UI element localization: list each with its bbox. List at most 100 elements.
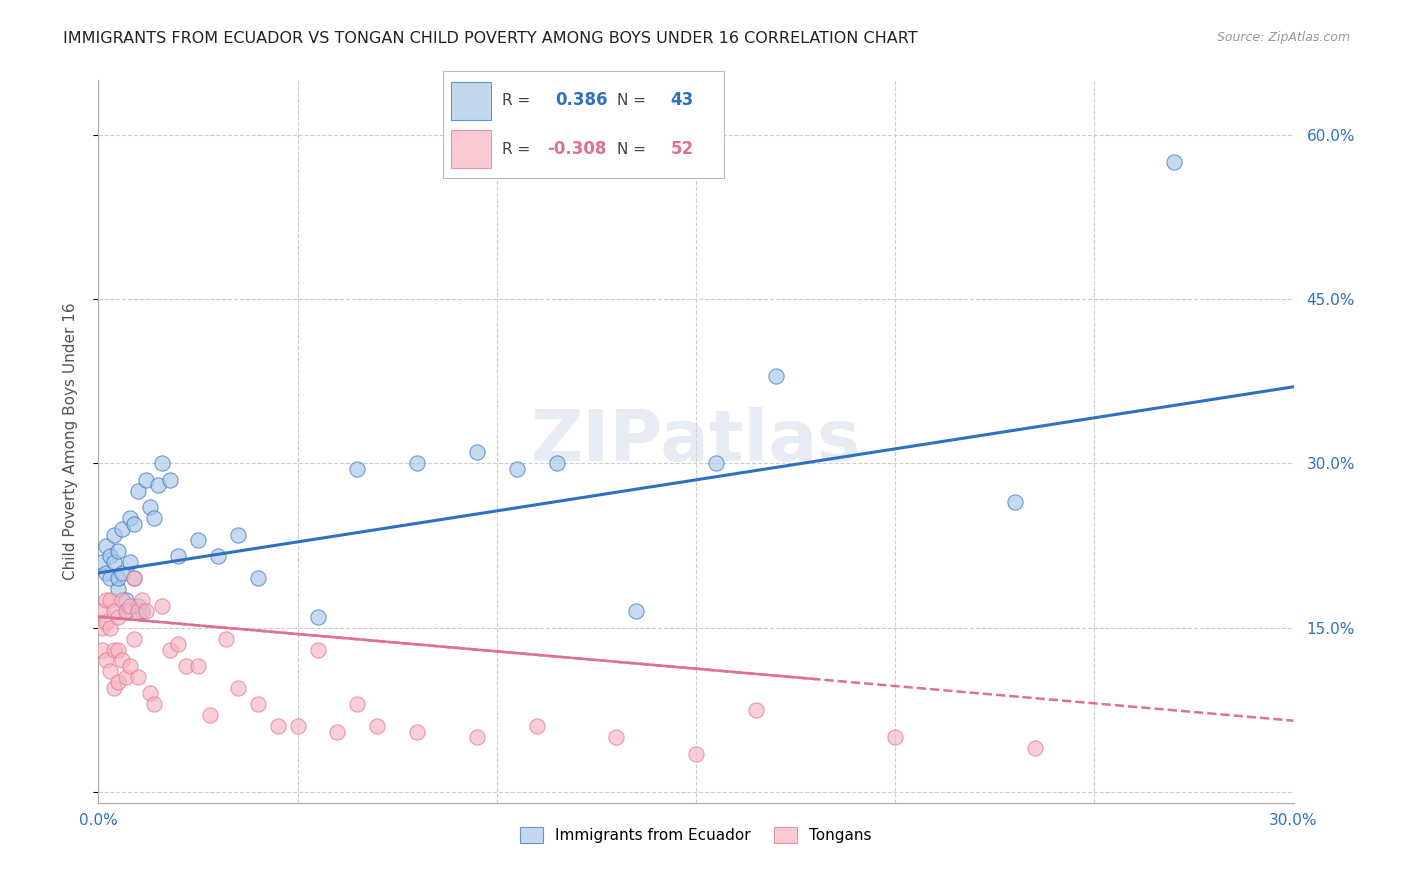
Point (626, 604, 648, 618)
Point (115, 670, 138, 684)
Legend: Immigrants from Ecuador, Tongans: Immigrants from Ecuador, Tongans (515, 822, 877, 849)
Point (96, 653, 118, 667)
Point (124, 571, 146, 585)
Point (246, 698, 269, 712)
Point (1163, 155, 1185, 169)
Point (124, 571, 146, 585)
Point (207, 549, 229, 564)
Point (107, 582, 129, 597)
Point (143, 511, 166, 525)
Point (139, 500, 162, 515)
Point (107, 642, 129, 657)
Point (526, 719, 548, 733)
Point (111, 566, 134, 580)
Point (127, 483, 149, 498)
Point (406, 457, 429, 471)
Point (107, 675, 129, 690)
Text: R =: R = (502, 93, 530, 108)
Point (91, 604, 114, 618)
Point (167, 549, 190, 564)
Point (685, 747, 707, 761)
Point (111, 522, 134, 536)
Point (1004, 494, 1026, 508)
Point (765, 368, 787, 383)
Point (406, 724, 429, 739)
Point (198, 708, 221, 723)
Point (103, 681, 125, 695)
Point (139, 686, 162, 700)
Text: R =: R = (502, 142, 530, 157)
Point (115, 604, 138, 618)
Point (111, 653, 134, 667)
Point (103, 642, 125, 657)
Point (131, 593, 153, 607)
Point (704, 457, 727, 471)
Point (246, 571, 269, 585)
Point (127, 604, 149, 618)
Point (135, 473, 157, 487)
Point (124, 632, 146, 646)
Point (96, 593, 118, 607)
Point (307, 609, 329, 624)
Point (546, 457, 568, 471)
Text: 52: 52 (671, 141, 693, 159)
Point (884, 730, 907, 744)
Point (107, 544, 129, 558)
Point (465, 730, 488, 744)
Point (98, 593, 122, 607)
Point (124, 516, 146, 531)
Point (96, 615, 118, 630)
Point (127, 670, 149, 684)
Point (91, 555, 114, 569)
Point (465, 445, 488, 459)
Point (159, 642, 181, 657)
Point (98, 571, 122, 585)
Point (127, 599, 149, 613)
Text: N =: N = (617, 142, 647, 157)
Point (346, 698, 368, 712)
Text: -0.308: -0.308 (547, 141, 606, 159)
Point (287, 719, 309, 733)
Point (96, 566, 118, 580)
Point (267, 719, 290, 733)
Text: Source: ZipAtlas.com: Source: ZipAtlas.com (1216, 31, 1350, 45)
Text: ZIPatlas: ZIPatlas (531, 407, 860, 476)
Y-axis label: Child Poverty Among Boys Under 16: Child Poverty Among Boys Under 16 (63, 302, 77, 581)
Point (131, 604, 153, 618)
Point (150, 599, 173, 613)
Point (506, 462, 529, 476)
Bar (451, 130, 491, 168)
Point (167, 637, 190, 651)
Text: 0.386: 0.386 (555, 91, 607, 109)
Point (120, 511, 142, 525)
Point (326, 724, 349, 739)
Point (187, 659, 209, 673)
Point (103, 527, 125, 541)
Point (103, 555, 125, 569)
Point (120, 659, 142, 673)
Point (135, 604, 157, 618)
Point (107, 609, 129, 624)
Point (107, 571, 129, 585)
Text: N =: N = (617, 93, 647, 108)
Point (111, 593, 134, 607)
Point (1024, 741, 1046, 756)
Bar (451, 82, 491, 120)
Point (307, 642, 329, 657)
Point (159, 473, 181, 487)
Point (366, 719, 388, 733)
Point (120, 599, 142, 613)
Point (143, 698, 166, 712)
Text: IMMIGRANTS FROM ECUADOR VS TONGAN CHILD POVERTY AMONG BOYS UNDER 16 CORRELATION : IMMIGRANTS FROM ECUADOR VS TONGAN CHILD … (63, 31, 918, 46)
Point (148, 478, 170, 492)
Point (605, 730, 627, 744)
Text: 43: 43 (671, 91, 695, 109)
Point (91, 621, 114, 635)
Point (91, 642, 114, 657)
Point (226, 527, 249, 541)
Point (98, 665, 122, 679)
Point (103, 604, 125, 618)
Point (98, 621, 122, 635)
Point (96, 539, 118, 553)
Point (120, 555, 142, 569)
